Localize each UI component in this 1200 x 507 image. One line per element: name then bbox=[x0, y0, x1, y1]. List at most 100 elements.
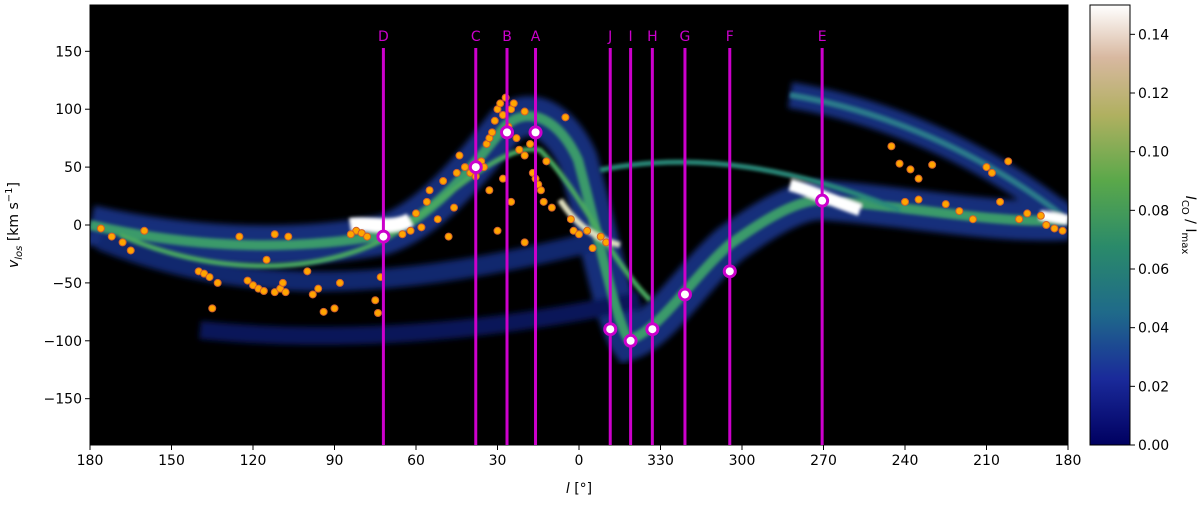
y-tick-label: −100 bbox=[44, 334, 82, 350]
colorbar-tick-label: 0.10 bbox=[1138, 145, 1169, 161]
cloud-point bbox=[335, 278, 344, 287]
cloud-point bbox=[914, 195, 923, 204]
x-axis-label: l [°] bbox=[566, 481, 592, 497]
marker-label: G bbox=[680, 29, 691, 45]
marker-label: J bbox=[607, 29, 612, 45]
cloud-point bbox=[575, 230, 583, 239]
cloud-point bbox=[433, 215, 442, 224]
cloud-point bbox=[526, 139, 535, 148]
cloud-point bbox=[887, 142, 896, 151]
cloud-point bbox=[493, 226, 502, 235]
marker-label: C bbox=[471, 29, 481, 45]
marker-point bbox=[677, 287, 692, 302]
cloud-point bbox=[303, 267, 312, 276]
marker-label: H bbox=[647, 29, 658, 45]
cloud-point bbox=[373, 309, 382, 317]
colorbar-tick-label: 0.08 bbox=[1138, 203, 1169, 219]
marker-point bbox=[623, 333, 638, 348]
x-tick-label: 270 bbox=[810, 453, 837, 469]
colorbar-tick-label: 0.00 bbox=[1138, 438, 1169, 454]
cloud-point bbox=[547, 203, 556, 212]
marker-label: D bbox=[378, 29, 389, 45]
cloud-point bbox=[941, 200, 950, 209]
cloud-point bbox=[498, 111, 507, 119]
cloud-point bbox=[996, 197, 1005, 206]
y-tick-label: −50 bbox=[52, 276, 82, 292]
colorbar-tick-label: 0.02 bbox=[1138, 379, 1169, 395]
cloud-point bbox=[1050, 224, 1059, 233]
x-tick-label: 330 bbox=[647, 453, 674, 469]
cloud-point bbox=[330, 304, 339, 313]
marker-point bbox=[603, 322, 618, 337]
cloud-point bbox=[439, 177, 448, 185]
cloud-point bbox=[281, 288, 290, 297]
cloud-point bbox=[982, 163, 991, 172]
cloud-point bbox=[490, 116, 499, 125]
cloud-point bbox=[450, 203, 459, 212]
x-tick-label: 210 bbox=[973, 453, 1000, 469]
x-tick-label: 30 bbox=[489, 453, 507, 469]
cbar-label-sub2: max bbox=[1179, 232, 1190, 254]
cloud-point bbox=[928, 160, 937, 169]
x-tick-label: 180 bbox=[1055, 453, 1082, 469]
cloud-point bbox=[235, 232, 244, 241]
cloud-point bbox=[270, 230, 279, 239]
marker-point bbox=[376, 229, 391, 244]
cloud-point bbox=[107, 232, 116, 241]
cloud-point bbox=[412, 209, 420, 218]
cloud-point bbox=[425, 186, 434, 195]
cbar-label-mid: / I bbox=[1182, 215, 1198, 233]
cloud-point bbox=[955, 207, 964, 216]
marker-point bbox=[500, 125, 515, 140]
cloud-point bbox=[444, 232, 453, 241]
cloud-point bbox=[398, 230, 407, 239]
cloud-point bbox=[422, 197, 431, 206]
cloud-point bbox=[126, 246, 135, 255]
cloud-point bbox=[278, 278, 287, 287]
cloud-point bbox=[515, 145, 524, 154]
cloud-point bbox=[213, 278, 222, 287]
cloud-point bbox=[406, 226, 415, 235]
cloud-point bbox=[485, 186, 494, 195]
marker-label: F bbox=[726, 29, 734, 45]
cloud-point bbox=[243, 276, 252, 285]
cloud-point bbox=[596, 232, 605, 241]
y-label-symbol: v bbox=[6, 259, 22, 268]
cloud-point bbox=[987, 168, 996, 177]
cloud-point bbox=[1042, 221, 1051, 229]
cloud-point bbox=[509, 99, 518, 108]
marker-point bbox=[528, 125, 543, 140]
colorbar-tick-label: 0.04 bbox=[1138, 321, 1169, 337]
cloud-point bbox=[542, 157, 551, 166]
cloud-point bbox=[583, 226, 592, 235]
cloud-point bbox=[906, 165, 915, 174]
y-tick-label: 50 bbox=[64, 160, 82, 176]
cloud-point bbox=[460, 163, 469, 172]
cloud-point bbox=[455, 151, 464, 160]
cloud-point bbox=[284, 232, 293, 241]
cloud-point bbox=[262, 255, 271, 264]
cloud-point bbox=[96, 224, 105, 233]
marker-point bbox=[645, 322, 660, 337]
cloud-point bbox=[417, 223, 426, 232]
colorbar-tick-label: 0.14 bbox=[1138, 27, 1169, 43]
cloud-point bbox=[498, 174, 507, 183]
y-tick-label: 0 bbox=[73, 218, 82, 234]
y-label-end: ] bbox=[6, 182, 22, 187]
x-tick-label: 300 bbox=[729, 453, 756, 469]
cloud-point bbox=[259, 287, 268, 295]
y-tick-label: −150 bbox=[44, 392, 82, 408]
cloud-point bbox=[1023, 209, 1032, 218]
colorbar-tick-label: 0.06 bbox=[1138, 262, 1169, 278]
cloud-point bbox=[507, 197, 516, 206]
cloud-point bbox=[520, 107, 529, 116]
x-label-symbol: l bbox=[566, 481, 570, 497]
cloud-point bbox=[901, 197, 909, 206]
marker-point bbox=[722, 264, 737, 279]
x-tick-label: 180 bbox=[77, 453, 104, 469]
cbar-label-sub: CO bbox=[1179, 200, 1190, 215]
marker-label: E bbox=[818, 29, 827, 45]
colorbar-tick-label: 0.12 bbox=[1138, 86, 1169, 102]
cloud-point bbox=[914, 174, 923, 183]
x-tick-label: 150 bbox=[158, 453, 185, 469]
